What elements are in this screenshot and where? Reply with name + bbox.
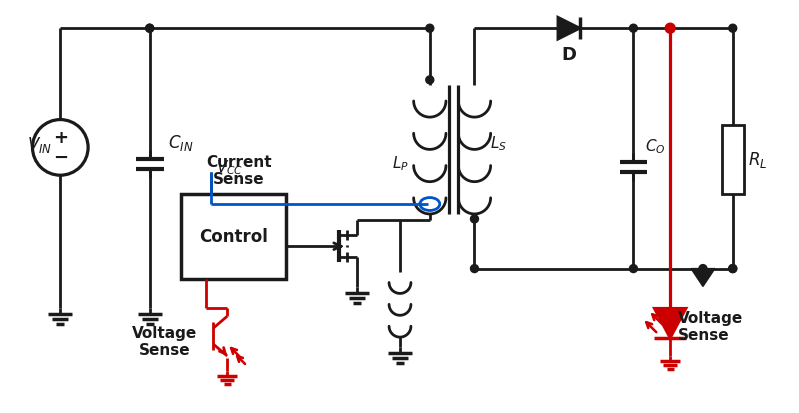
Text: $V_{CC}$: $V_{CC}$ bbox=[217, 157, 244, 176]
Text: $C_O$: $C_O$ bbox=[646, 137, 666, 155]
Text: $C_{IN}$: $C_{IN}$ bbox=[168, 133, 193, 153]
Circle shape bbox=[471, 216, 479, 223]
Text: $V_{IN}$: $V_{IN}$ bbox=[27, 135, 53, 155]
Circle shape bbox=[630, 25, 638, 33]
Text: $L_S$: $L_S$ bbox=[491, 134, 507, 153]
Polygon shape bbox=[654, 309, 686, 338]
Text: Control: Control bbox=[199, 228, 268, 246]
Text: Voltage
Sense: Voltage Sense bbox=[678, 310, 743, 342]
Text: +: + bbox=[53, 129, 68, 147]
Bar bbox=[721, 125, 744, 195]
Text: −: − bbox=[53, 149, 68, 167]
Circle shape bbox=[699, 265, 707, 273]
Circle shape bbox=[426, 25, 434, 33]
Text: Voltage
Sense: Voltage Sense bbox=[132, 325, 197, 357]
Circle shape bbox=[729, 25, 737, 33]
Circle shape bbox=[666, 24, 675, 34]
Text: $L_P$: $L_P$ bbox=[392, 154, 408, 172]
Circle shape bbox=[471, 265, 479, 273]
Circle shape bbox=[145, 25, 153, 33]
Polygon shape bbox=[691, 269, 715, 287]
Circle shape bbox=[666, 25, 674, 33]
Circle shape bbox=[145, 25, 153, 33]
Text: D: D bbox=[562, 46, 576, 64]
Circle shape bbox=[729, 265, 737, 273]
Circle shape bbox=[426, 77, 434, 85]
Circle shape bbox=[729, 265, 737, 273]
Circle shape bbox=[630, 265, 638, 273]
Bar bbox=[181, 195, 286, 279]
Text: Current
Sense: Current Sense bbox=[206, 154, 272, 187]
Polygon shape bbox=[558, 18, 580, 40]
Text: $R_L$: $R_L$ bbox=[748, 150, 767, 170]
